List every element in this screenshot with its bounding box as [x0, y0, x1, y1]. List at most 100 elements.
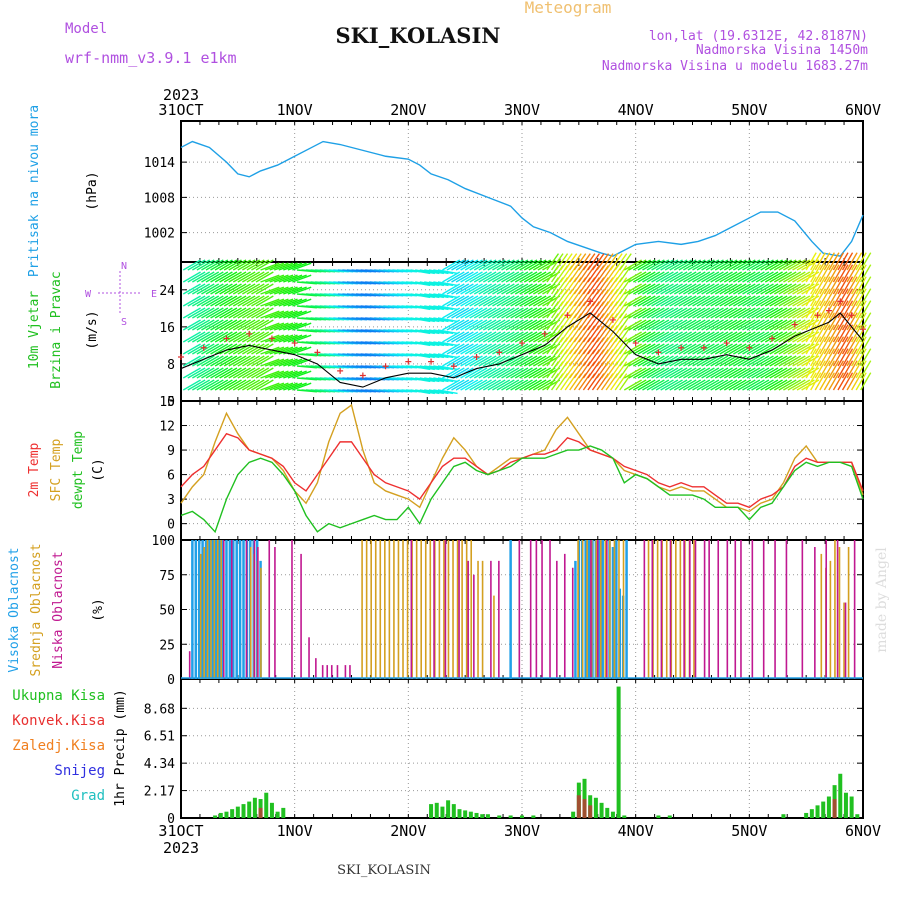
- total-precip-bar: [218, 812, 223, 818]
- wind-barb: [787, 271, 806, 283]
- wind-barb: [655, 283, 674, 295]
- wind-barb: [841, 276, 854, 295]
- y-tick-label: 3: [167, 493, 175, 508]
- wind-barb: [787, 343, 806, 355]
- wind-barb: [433, 377, 454, 383]
- wind-barb: [623, 271, 642, 283]
- wind-barb: [519, 367, 538, 379]
- convective-precip-bar: [576, 795, 581, 818]
- wind-barb: [523, 331, 542, 343]
- date-label-top: 4NOV: [618, 101, 654, 119]
- y-axis-label-temp: dewpt Temp: [71, 431, 86, 509]
- wind-barb: [860, 312, 872, 331]
- year-top: 2023: [163, 86, 199, 104]
- wind-barb: [669, 283, 688, 295]
- wind-barb: [778, 295, 797, 307]
- wind-barb: [523, 295, 542, 307]
- wind-barb: [742, 331, 761, 343]
- wind-barb: [273, 298, 294, 307]
- wind-barb: [273, 334, 294, 343]
- wind-barb: [255, 331, 274, 343]
- wind-barb: [533, 295, 552, 307]
- wind-barb: [242, 271, 261, 283]
- wind-barb: [719, 271, 738, 283]
- wind-barb: [460, 331, 479, 343]
- gust-marker: [587, 298, 594, 305]
- wind-barb: [701, 295, 720, 307]
- total-precip-bar: [451, 804, 456, 818]
- wind-barb: [442, 319, 461, 331]
- wind-barb: [828, 324, 840, 343]
- wind-barb: [269, 382, 289, 391]
- wind-barb: [678, 259, 697, 271]
- wind-barb: [419, 317, 440, 323]
- wind-barb: [246, 331, 265, 343]
- wind-barb: [223, 307, 242, 319]
- wind-barb: [678, 355, 697, 367]
- wind-barb: [255, 259, 274, 271]
- wind-barb: [823, 264, 835, 283]
- wind-barb: [483, 379, 502, 391]
- total-precip-bar: [826, 796, 831, 818]
- wind-barb: [228, 367, 247, 379]
- wind-barb: [832, 300, 845, 319]
- wind-barb: [528, 355, 547, 367]
- wind-barb: [469, 319, 488, 331]
- wind-barb: [851, 252, 863, 271]
- wind-barb: [660, 271, 679, 283]
- wind-barb: [505, 343, 524, 355]
- wind-barb: [678, 271, 697, 283]
- wind-barb: [705, 271, 724, 283]
- wind-barb: [223, 319, 242, 331]
- wind-barb: [487, 343, 506, 355]
- wind-barb: [424, 365, 445, 371]
- total-precip-bar: [264, 792, 269, 818]
- wind-barb: [514, 355, 533, 367]
- wind-barb: [196, 259, 215, 271]
- wind-barb: [210, 295, 229, 307]
- wind-barb: [273, 262, 294, 271]
- wind-barb: [205, 355, 224, 367]
- wind-barb: [437, 353, 458, 359]
- wind-barb: [501, 295, 520, 307]
- wind-barb: [723, 283, 742, 295]
- wind-barb: [410, 281, 431, 287]
- wind-barb: [260, 298, 280, 307]
- wind-barb: [460, 295, 479, 307]
- wind-barb: [696, 259, 715, 271]
- wind-barb: [251, 367, 270, 379]
- wind-barb: [841, 372, 854, 391]
- wind-barb: [451, 331, 470, 343]
- wind-barb: [273, 310, 294, 319]
- wind-barb: [182, 307, 201, 319]
- wind-barb: [719, 307, 738, 319]
- wind-barb: [719, 283, 738, 295]
- station-title: SKI_KOLASIN: [336, 23, 501, 48]
- wind-barb: [205, 283, 224, 295]
- wind-barb: [428, 317, 449, 323]
- wind-barb: [764, 307, 783, 319]
- wind-barb: [246, 355, 265, 367]
- wind-barb: [783, 307, 802, 319]
- wind-barb: [810, 360, 822, 379]
- wind-barb: [841, 300, 854, 319]
- wind-barb: [496, 259, 515, 271]
- wind-barb: [755, 259, 774, 271]
- wind-barb: [469, 259, 488, 271]
- wind-barb: [728, 319, 747, 331]
- wind-barb: [687, 367, 706, 379]
- date-label-top: 31OCT: [158, 101, 203, 119]
- wind-barb: [769, 355, 788, 367]
- wind-barb: [832, 252, 845, 271]
- wind-barb: [514, 259, 533, 271]
- wind-barb: [246, 319, 265, 331]
- wind-barb: [264, 274, 285, 283]
- wind-barb: [192, 379, 211, 391]
- wind-barb: [819, 252, 831, 271]
- wind-barb: [428, 293, 449, 299]
- total-precip-bar: [610, 811, 615, 818]
- model-elevation-label: Nadmorska Visina u modelu 1683.27m: [602, 59, 868, 74]
- wind-barb: [187, 331, 206, 343]
- wind-barb: [851, 348, 863, 367]
- wind-barb: [841, 348, 854, 367]
